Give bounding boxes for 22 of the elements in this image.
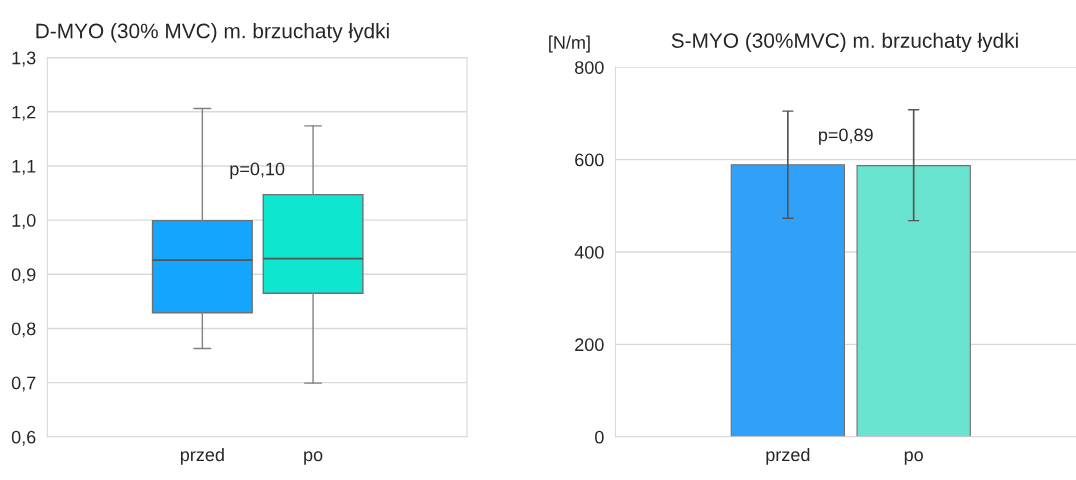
y-tick-label: 600	[575, 153, 604, 167]
chart-title: D-MYO (30% MVC) m. brzuchaty łydki	[36, 23, 389, 43]
y-axis-title: [N/m]	[549, 35, 590, 53]
y-tick-label: 0,8	[11, 322, 36, 338]
annotation: p=0,10	[230, 162, 285, 179]
annotation: p=0,89	[819, 128, 873, 145]
x-tick-label: po	[304, 451, 323, 465]
y-tick-label: 0	[595, 430, 604, 444]
y-tick-label: 0,6	[11, 430, 36, 446]
x-tick-label: przed	[766, 447, 810, 465]
y-tick-label: 1,3	[12, 51, 36, 67]
y-tick-label: 0,9	[11, 268, 36, 284]
y-tick-label: 400	[574, 245, 604, 259]
y-tick-label: 1,0	[12, 214, 36, 229]
y-tick-label: 200	[575, 338, 604, 352]
y-tick-label: 800	[575, 61, 604, 74]
x-tick-label: po	[904, 451, 923, 465]
y-tick-label: 1,1	[12, 160, 36, 175]
chart-title: S-MYO (30%MVC) m. brzuchaty łydki	[671, 32, 1018, 53]
x-tick-label: przed	[180, 447, 224, 465]
y-tick-label: 0,7	[11, 376, 36, 392]
y-tick-label: 1,2	[12, 105, 36, 121]
